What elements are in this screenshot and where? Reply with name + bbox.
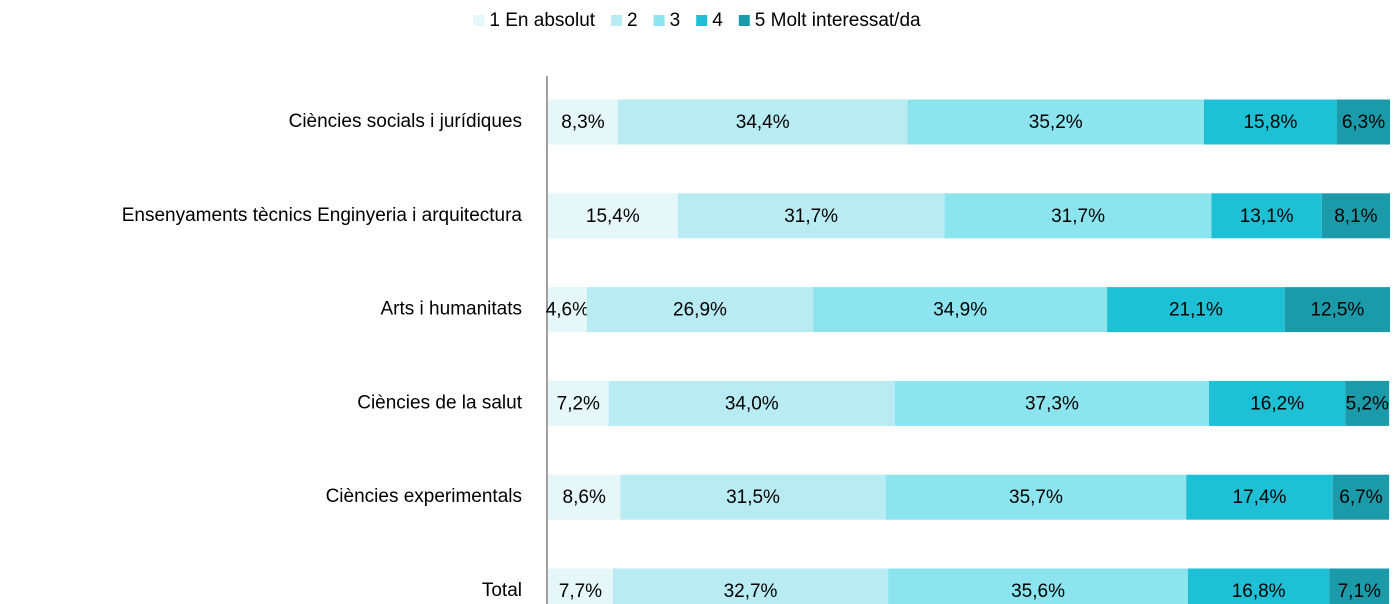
bar-segment	[548, 99, 618, 145]
data-label: 4,6%	[546, 300, 589, 321]
y-tick-label: Arts i humanitats	[381, 299, 523, 320]
bar-segment	[548, 193, 678, 239]
data-label: 21,1%	[1169, 300, 1223, 321]
bar-segment	[677, 193, 945, 239]
data-label: 8,6%	[563, 487, 606, 508]
bar-segment	[813, 287, 1108, 333]
y-tick-label: Ciències experimentals	[326, 486, 522, 507]
bar-segment	[885, 474, 1187, 520]
data-label: 7,2%	[557, 393, 600, 414]
y-tick-label: Total	[482, 580, 522, 601]
data-label: 16,2%	[1250, 393, 1304, 414]
data-label: 6,7%	[1339, 487, 1382, 508]
data-label: 8,3%	[561, 112, 604, 133]
data-label: 31,7%	[1051, 206, 1105, 227]
bar-segment	[907, 99, 1204, 145]
y-tick-label: Ciències de la salut	[357, 392, 522, 413]
data-label: 34,9%	[933, 300, 987, 321]
bar-segment	[888, 568, 1188, 604]
legend-swatch	[653, 15, 665, 26]
data-label: 35,6%	[1011, 581, 1065, 602]
data-label: 7,1%	[1338, 581, 1381, 602]
data-label: 6,3%	[1342, 112, 1385, 133]
data-label: 26,9%	[673, 300, 727, 321]
bar-segment	[1336, 99, 1390, 145]
legend-swatch	[611, 15, 623, 26]
legend-label: 3	[670, 10, 681, 31]
bar-segment	[620, 474, 886, 520]
data-label: 13,1%	[1240, 206, 1294, 227]
bar-segment	[894, 380, 1209, 426]
bar-segment	[1208, 380, 1346, 426]
bar-segment	[1203, 99, 1337, 145]
bar-segment	[608, 380, 895, 426]
bar-segment	[548, 380, 609, 426]
legend-swatch	[738, 15, 750, 26]
data-label: 31,5%	[726, 487, 780, 508]
legend-label: 1 En absolut	[489, 10, 595, 31]
data-label: 15,8%	[1243, 112, 1297, 133]
bar-segment	[1187, 568, 1330, 604]
bar-segment	[1107, 287, 1285, 333]
bar-segment	[586, 287, 814, 333]
data-label: 34,0%	[725, 393, 779, 414]
bar-segment	[1332, 474, 1390, 520]
bar-segment	[548, 287, 587, 333]
legend-swatch	[696, 15, 708, 26]
legend-label: 2	[627, 10, 638, 31]
bar-segment	[1186, 474, 1333, 520]
data-label: 31,7%	[784, 206, 838, 227]
bar-segment	[1284, 287, 1390, 333]
bar-segment	[1345, 380, 1390, 426]
data-label: 5,2%	[1346, 393, 1389, 414]
bar-segment	[1211, 193, 1322, 239]
data-label: 15,4%	[586, 206, 640, 227]
bar-segment	[548, 568, 613, 604]
data-label: 32,7%	[724, 581, 778, 602]
y-tick-label: Ciències socials i jurídiques	[289, 111, 522, 132]
data-label: 34,4%	[736, 112, 790, 133]
data-label: 37,3%	[1025, 393, 1079, 414]
data-label: 17,4%	[1233, 487, 1287, 508]
bar-segment	[1329, 568, 1390, 604]
bar-segment	[548, 474, 621, 520]
data-label: 12,5%	[1310, 300, 1364, 321]
bar-segment	[1321, 193, 1390, 239]
legend-swatch	[473, 15, 485, 26]
bar-segment	[944, 193, 1212, 239]
y-tick-label: Ensenyaments tècnics Enginyeria i arquit…	[122, 205, 523, 226]
bar-segment	[612, 568, 889, 604]
data-label: 35,2%	[1029, 112, 1083, 133]
data-label: 8,1%	[1334, 206, 1377, 227]
data-label: 35,7%	[1009, 487, 1063, 508]
data-label: 16,8%	[1232, 581, 1286, 602]
legend-label: 4	[712, 10, 723, 31]
data-label: 7,7%	[559, 581, 602, 602]
legend-label: 5 Molt interessat/da	[755, 10, 921, 31]
bar-segment	[617, 99, 908, 145]
